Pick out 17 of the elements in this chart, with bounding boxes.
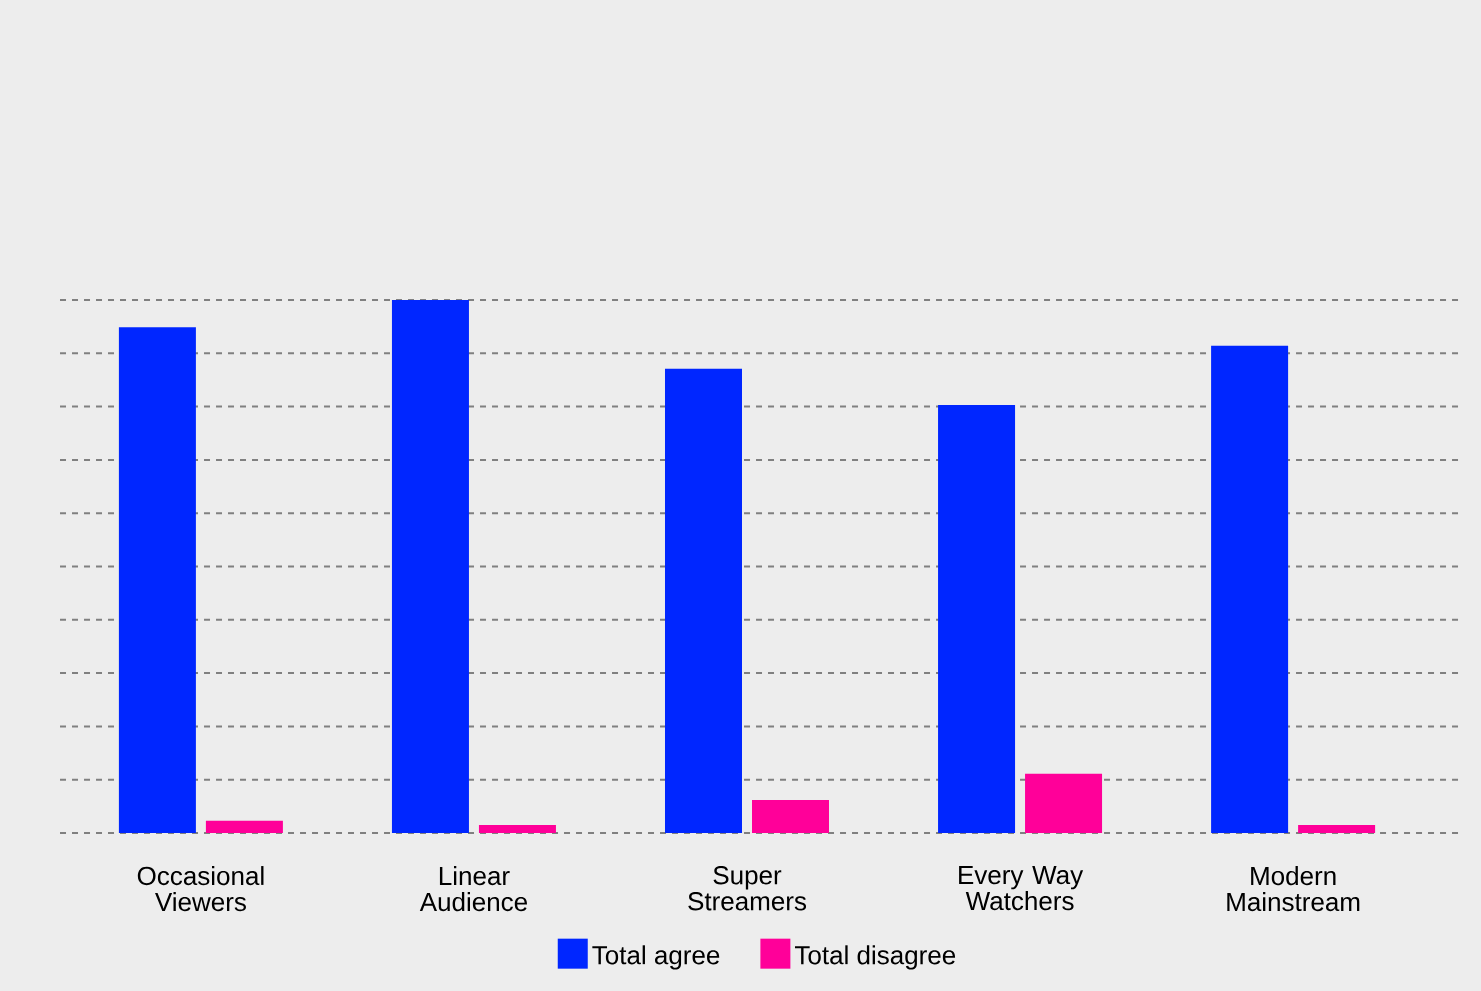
x-tick-label: Occasional Viewers bbox=[137, 866, 264, 912]
bar bbox=[478, 825, 556, 833]
bar bbox=[205, 820, 283, 833]
x-tick-label: Linear Audience bbox=[419, 866, 527, 912]
x-tick-label: Super Streamers bbox=[688, 866, 807, 911]
bar bbox=[1025, 773, 1103, 833]
bar bbox=[752, 799, 829, 833]
bar bbox=[665, 368, 742, 833]
bar bbox=[938, 405, 1016, 833]
bar bbox=[1211, 345, 1289, 833]
legend-label: Total disagree bbox=[794, 945, 956, 970]
bar bbox=[1298, 825, 1376, 833]
bar bbox=[391, 300, 469, 833]
x-tick-label: Every Way Watchers bbox=[959, 866, 1084, 911]
x-tick-label: Modern Mainstream bbox=[1227, 866, 1360, 912]
bar bbox=[118, 327, 196, 833]
legend-label: Total agree bbox=[592, 945, 720, 970]
